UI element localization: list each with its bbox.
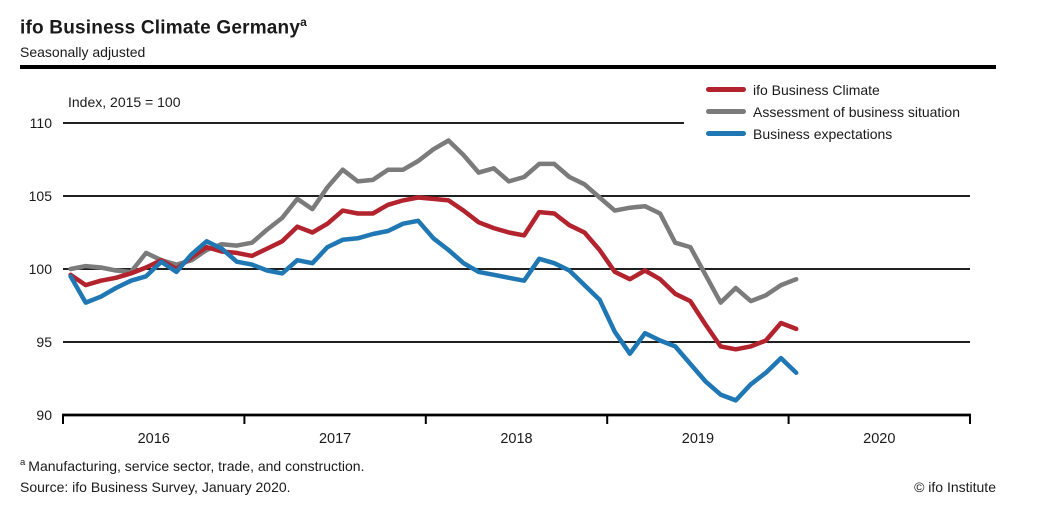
y-tick-label-90: 90 [36, 407, 52, 423]
legend-label: Business expectations [753, 125, 893, 142]
x-tick-label-2016: 2016 [138, 431, 170, 447]
page-title: ifo Business Climate Germanya [20, 15, 307, 39]
header-divider [20, 65, 996, 69]
footnote: a Manufacturing, service sector, trade, a… [20, 457, 364, 474]
x-tick-label-2017: 2017 [319, 431, 351, 447]
legend-swatch-red [706, 87, 746, 92]
footnote-marker: a [20, 457, 26, 468]
chart-legend: ifo Business Climate Assessment of busin… [684, 78, 992, 145]
legend-item-business-situation: Assessment of business situation [684, 101, 992, 122]
series-line-0 [68, 195, 799, 352]
legend-label: Assessment of business situation [753, 103, 960, 120]
page-title-text: ifo Business Climate Germany [20, 17, 301, 39]
copyright: © ifo Institute [914, 479, 996, 495]
x-tick-label-2018: 2018 [500, 431, 532, 447]
x-tick-label-2019: 2019 [682, 431, 714, 447]
series-line-1 [68, 138, 799, 305]
source-line: Source: ifo Business Survey, January 202… [20, 479, 291, 495]
chart-subtitle: Seasonally adjusted [20, 44, 146, 60]
series-line-2 [68, 218, 799, 403]
legend-swatch-blue [706, 131, 746, 136]
title-footnote-marker: a [300, 15, 308, 29]
y-tick-label-110: 110 [30, 115, 53, 131]
y-tick-label-105: 105 [29, 188, 53, 204]
axis-unit-label: Index, 2015 = 100 [68, 94, 181, 110]
legend-item-business-expectations: Business expectations [684, 123, 992, 144]
y-tick-label-95: 95 [36, 334, 52, 350]
y-tick-label-100: 100 [29, 261, 53, 277]
legend-item-business-climate: ifo Business Climate [684, 79, 992, 100]
footnote-text: Manufacturing, service sector, trade, an… [28, 457, 365, 474]
legend-label: ifo Business Climate [753, 81, 880, 98]
legend-swatch-gray [706, 109, 746, 114]
x-tick-label-2020: 2020 [863, 431, 895, 447]
